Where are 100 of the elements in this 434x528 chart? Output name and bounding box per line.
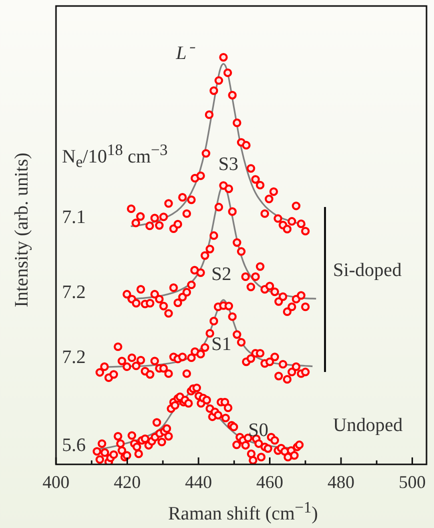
point — [132, 298, 140, 308]
point — [241, 272, 250, 282]
point — [278, 292, 288, 301]
point — [256, 348, 264, 358]
annotation: 7.2 — [62, 282, 86, 303]
point — [269, 187, 278, 196]
point — [224, 184, 234, 194]
point — [118, 356, 126, 366]
point — [150, 290, 159, 299]
point — [174, 298, 182, 308]
annotation: 7.2 — [62, 347, 86, 368]
annotation: Undoped — [333, 415, 403, 436]
point — [164, 199, 173, 208]
point — [200, 343, 210, 352]
point — [182, 369, 192, 378]
point — [270, 352, 280, 362]
point — [122, 290, 132, 299]
point — [246, 164, 256, 173]
point — [251, 272, 260, 282]
point — [256, 180, 264, 190]
point — [196, 171, 205, 180]
point — [200, 251, 210, 260]
point — [236, 247, 246, 256]
point — [100, 362, 109, 371]
point — [182, 288, 192, 296]
point — [202, 149, 210, 158]
point — [128, 353, 136, 362]
point — [296, 291, 306, 300]
point — [122, 362, 132, 371]
point — [182, 209, 192, 218]
point — [265, 282, 274, 290]
point — [206, 329, 214, 338]
annotation: N$_{e}$/10$^{18}$ cm$^{−3}$ — [62, 142, 168, 172]
point — [242, 140, 251, 150]
point — [150, 356, 159, 366]
point — [155, 221, 164, 230]
point — [155, 294, 164, 304]
point — [214, 202, 224, 212]
point — [232, 118, 242, 128]
point — [187, 280, 196, 290]
series-label: S0 — [248, 420, 268, 441]
point — [109, 370, 118, 379]
point — [164, 309, 173, 318]
point — [270, 287, 280, 296]
x-tick-label: 460 — [256, 472, 284, 492]
x-tick-label: 440 — [185, 472, 212, 492]
x-tick-label: 400 — [42, 472, 70, 492]
point — [232, 238, 242, 247]
y-axis-title: Intensity (arb. units) — [12, 152, 32, 308]
point — [282, 224, 292, 234]
point — [210, 86, 218, 95]
point — [228, 312, 237, 321]
point — [219, 52, 228, 62]
point — [136, 212, 145, 221]
point — [301, 302, 310, 312]
point — [292, 202, 300, 210]
point — [256, 262, 264, 271]
point — [296, 220, 306, 228]
series-label: S2 — [211, 264, 232, 285]
point — [236, 338, 246, 347]
series-label: S3 — [218, 154, 238, 176]
point — [265, 358, 274, 366]
point — [159, 212, 168, 222]
point — [224, 302, 234, 310]
point — [196, 268, 205, 277]
point — [251, 175, 260, 184]
point — [260, 209, 270, 218]
point — [274, 372, 283, 380]
point — [292, 362, 300, 371]
point — [228, 207, 237, 216]
point — [169, 283, 178, 292]
point — [145, 222, 154, 230]
point — [301, 226, 310, 236]
point — [301, 368, 310, 376]
point — [264, 194, 274, 204]
point — [282, 375, 292, 384]
point — [210, 231, 218, 240]
annotation: Si-doped — [333, 260, 402, 281]
point — [132, 218, 140, 228]
x-axis-title: Raman shift (cm$^{−1}$) — [168, 499, 318, 525]
point — [159, 364, 168, 373]
point — [228, 90, 237, 100]
point — [288, 217, 296, 226]
point — [278, 360, 288, 369]
point — [206, 244, 214, 254]
point — [274, 214, 282, 223]
point — [204, 110, 214, 119]
point — [164, 369, 173, 378]
point — [146, 370, 154, 379]
point — [174, 220, 182, 229]
point — [159, 302, 168, 310]
point — [150, 214, 159, 222]
annotation: 5.6 — [62, 435, 86, 456]
point — [146, 298, 154, 308]
point — [96, 368, 104, 377]
point — [126, 204, 136, 214]
point — [282, 307, 292, 316]
x-tick-label: 500 — [398, 472, 426, 492]
point — [178, 193, 187, 202]
point — [190, 266, 199, 275]
